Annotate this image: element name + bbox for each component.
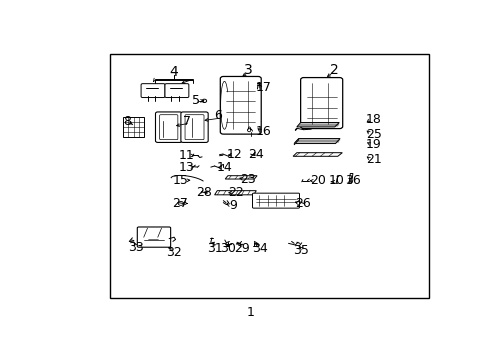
- FancyBboxPatch shape: [137, 227, 170, 247]
- Bar: [110, 54, 428, 298]
- FancyBboxPatch shape: [184, 115, 203, 140]
- Text: 7: 7: [183, 115, 191, 128]
- Text: 15: 15: [173, 174, 188, 187]
- Text: 29: 29: [234, 242, 250, 255]
- Text: 6: 6: [214, 109, 222, 122]
- Polygon shape: [296, 122, 339, 127]
- Polygon shape: [348, 174, 352, 183]
- Polygon shape: [225, 176, 257, 179]
- Text: 35: 35: [293, 244, 309, 257]
- Polygon shape: [294, 139, 339, 144]
- Text: 27: 27: [172, 197, 188, 210]
- Text: 26: 26: [294, 197, 310, 210]
- Text: 17: 17: [255, 81, 270, 94]
- FancyBboxPatch shape: [252, 193, 299, 208]
- Text: 14: 14: [217, 161, 232, 174]
- FancyBboxPatch shape: [220, 76, 261, 134]
- Polygon shape: [292, 153, 342, 156]
- Text: 32: 32: [166, 246, 182, 259]
- Text: 22: 22: [228, 186, 244, 199]
- Text: 10: 10: [328, 175, 344, 188]
- Circle shape: [202, 99, 206, 103]
- Text: 16: 16: [256, 125, 271, 138]
- Text: 36: 36: [345, 175, 360, 188]
- Text: 30: 30: [220, 242, 235, 255]
- Text: 4: 4: [169, 65, 178, 79]
- Text: 18: 18: [365, 113, 381, 126]
- Text: 3: 3: [244, 63, 253, 77]
- Bar: [122, 117, 144, 138]
- Text: 21: 21: [365, 153, 381, 166]
- Text: 19: 19: [365, 138, 381, 151]
- FancyBboxPatch shape: [159, 115, 178, 140]
- Text: 2: 2: [329, 63, 338, 77]
- Circle shape: [178, 202, 183, 205]
- Text: 12: 12: [226, 148, 242, 161]
- FancyBboxPatch shape: [155, 112, 182, 143]
- Text: 25: 25: [365, 128, 381, 141]
- Text: 5: 5: [191, 94, 199, 107]
- FancyBboxPatch shape: [164, 84, 188, 98]
- FancyBboxPatch shape: [141, 84, 164, 98]
- Text: 28: 28: [196, 186, 212, 199]
- FancyBboxPatch shape: [300, 77, 342, 129]
- Text: 24: 24: [248, 148, 264, 161]
- FancyBboxPatch shape: [181, 112, 208, 143]
- Text: 33: 33: [128, 241, 143, 254]
- Polygon shape: [214, 191, 256, 195]
- Text: 23: 23: [240, 172, 255, 185]
- Text: 8: 8: [123, 115, 131, 128]
- Text: 9: 9: [229, 199, 237, 212]
- Text: 34: 34: [251, 242, 267, 255]
- Text: 20: 20: [309, 175, 325, 188]
- Text: 31: 31: [206, 242, 222, 255]
- Text: 13: 13: [178, 161, 194, 174]
- Polygon shape: [294, 139, 298, 145]
- Text: 11: 11: [178, 149, 194, 162]
- Text: 1: 1: [246, 306, 254, 319]
